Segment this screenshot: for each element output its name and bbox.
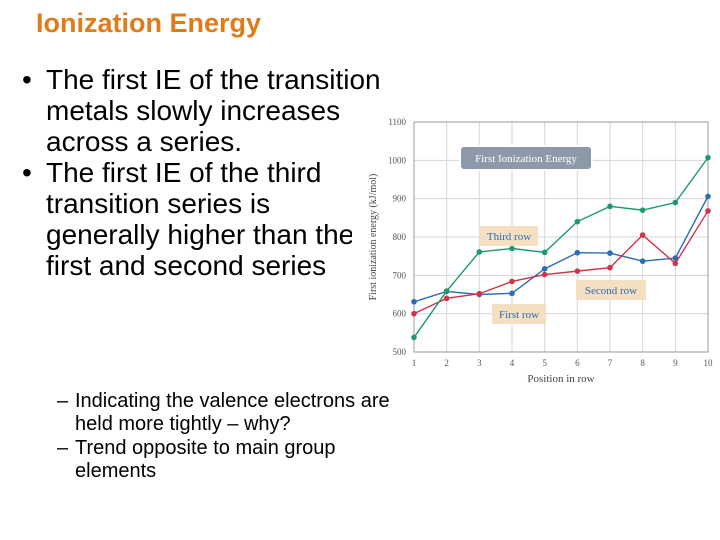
data-point [541, 249, 548, 256]
data-point [672, 199, 679, 206]
series-label-box [492, 304, 546, 324]
y-tick-label: 500 [393, 347, 407, 357]
x-tick-label: 6 [575, 358, 580, 368]
series-line [413, 157, 709, 338]
data-point [607, 250, 613, 256]
chart-title: First Ionization Energy [475, 153, 577, 165]
bullet-text: The first IE of the third transition ser… [46, 157, 355, 281]
sub-bullet-text: Indicating the valence electrons are hel… [75, 390, 390, 435]
data-point [411, 310, 417, 317]
x-tick-label: 2 [444, 358, 449, 368]
x-tick-label: 5 [542, 358, 547, 368]
bullet-glyph: • [22, 157, 32, 188]
data-point [607, 203, 613, 210]
bullet-item: • The first IE of the third transition s… [22, 157, 382, 281]
x-tick-label: 9 [673, 358, 678, 368]
data-point [476, 249, 483, 255]
data-point [509, 245, 515, 252]
dash-glyph: – [57, 390, 69, 412]
bullet-item: • The first IE of the transition metals … [22, 64, 382, 157]
data-point [541, 271, 548, 278]
data-point [411, 334, 417, 341]
data-point [574, 218, 581, 225]
x-tick-label: 8 [640, 358, 645, 368]
data-point [541, 266, 548, 272]
plot-frame [413, 121, 709, 353]
chart-title-box [459, 145, 593, 171]
bullet-glyph: • [22, 64, 32, 95]
data-point [574, 249, 581, 256]
data-point [672, 260, 679, 267]
sub-bullet-item: – Indicating the valence electrons are h… [57, 390, 397, 436]
x-tick-label: 10 [704, 358, 714, 368]
x-tick-label: 3 [477, 358, 482, 368]
y-tick-label: 800 [393, 232, 407, 242]
series-line [413, 196, 709, 303]
y-tick-label: 600 [393, 309, 407, 319]
y-tick-label: 900 [393, 194, 407, 204]
x-tick-label: 7 [608, 358, 613, 368]
data-point [443, 295, 450, 302]
x-tick-label: 4 [510, 358, 515, 368]
data-point [705, 193, 711, 200]
x-axis-label: Position in row [527, 373, 594, 385]
data-point [705, 154, 711, 161]
bullet-text: The first IE of the transition metals sl… [46, 64, 381, 157]
sub-bullet-list: – Indicating the valence electrons are h… [57, 390, 397, 484]
data-point [509, 290, 515, 297]
series-label-box [576, 280, 646, 300]
ionization-energy-chart: 500 600 700 800 900 1000 1100 1 2 3 4 5 6 7 8 9 10 Positi… [352, 106, 720, 396]
series-label-box [480, 226, 538, 246]
data-point [705, 208, 711, 214]
data-point [509, 278, 515, 285]
sub-bullet-item: – Trend opposite to main group elements [57, 437, 397, 483]
chart-svg: 500 600 700 800 900 1000 1100 1 2 3 4 5 6 7 8 9 10 Positi… [368, 117, 714, 385]
data-point [639, 232, 646, 238]
data-point [574, 268, 581, 274]
sub-bullet-text: Trend opposite to main group elements [75, 437, 336, 482]
y-axis-label: First ionization energy (kJ/mol) [368, 174, 379, 301]
dash-glyph: – [57, 437, 69, 459]
data-point [639, 258, 646, 264]
data-point [607, 264, 613, 271]
series-label: Third row [487, 231, 531, 243]
y-tick-label: 700 [393, 270, 407, 280]
data-point [411, 298, 417, 305]
data-point [443, 288, 450, 294]
slide-title: Ionization Energy [36, 8, 262, 38]
bullet-list: • The first IE of the transition metals … [22, 64, 382, 281]
series-label: Second row [585, 285, 637, 297]
y-tick-label: 1000 [388, 155, 407, 165]
data-point [639, 207, 646, 213]
x-tick-label: 1 [412, 358, 417, 368]
series-label: First row [499, 309, 539, 321]
data-point [476, 290, 483, 297]
data-point [672, 255, 679, 261]
y-tick-label: 1100 [388, 117, 406, 127]
series-line [413, 210, 709, 315]
